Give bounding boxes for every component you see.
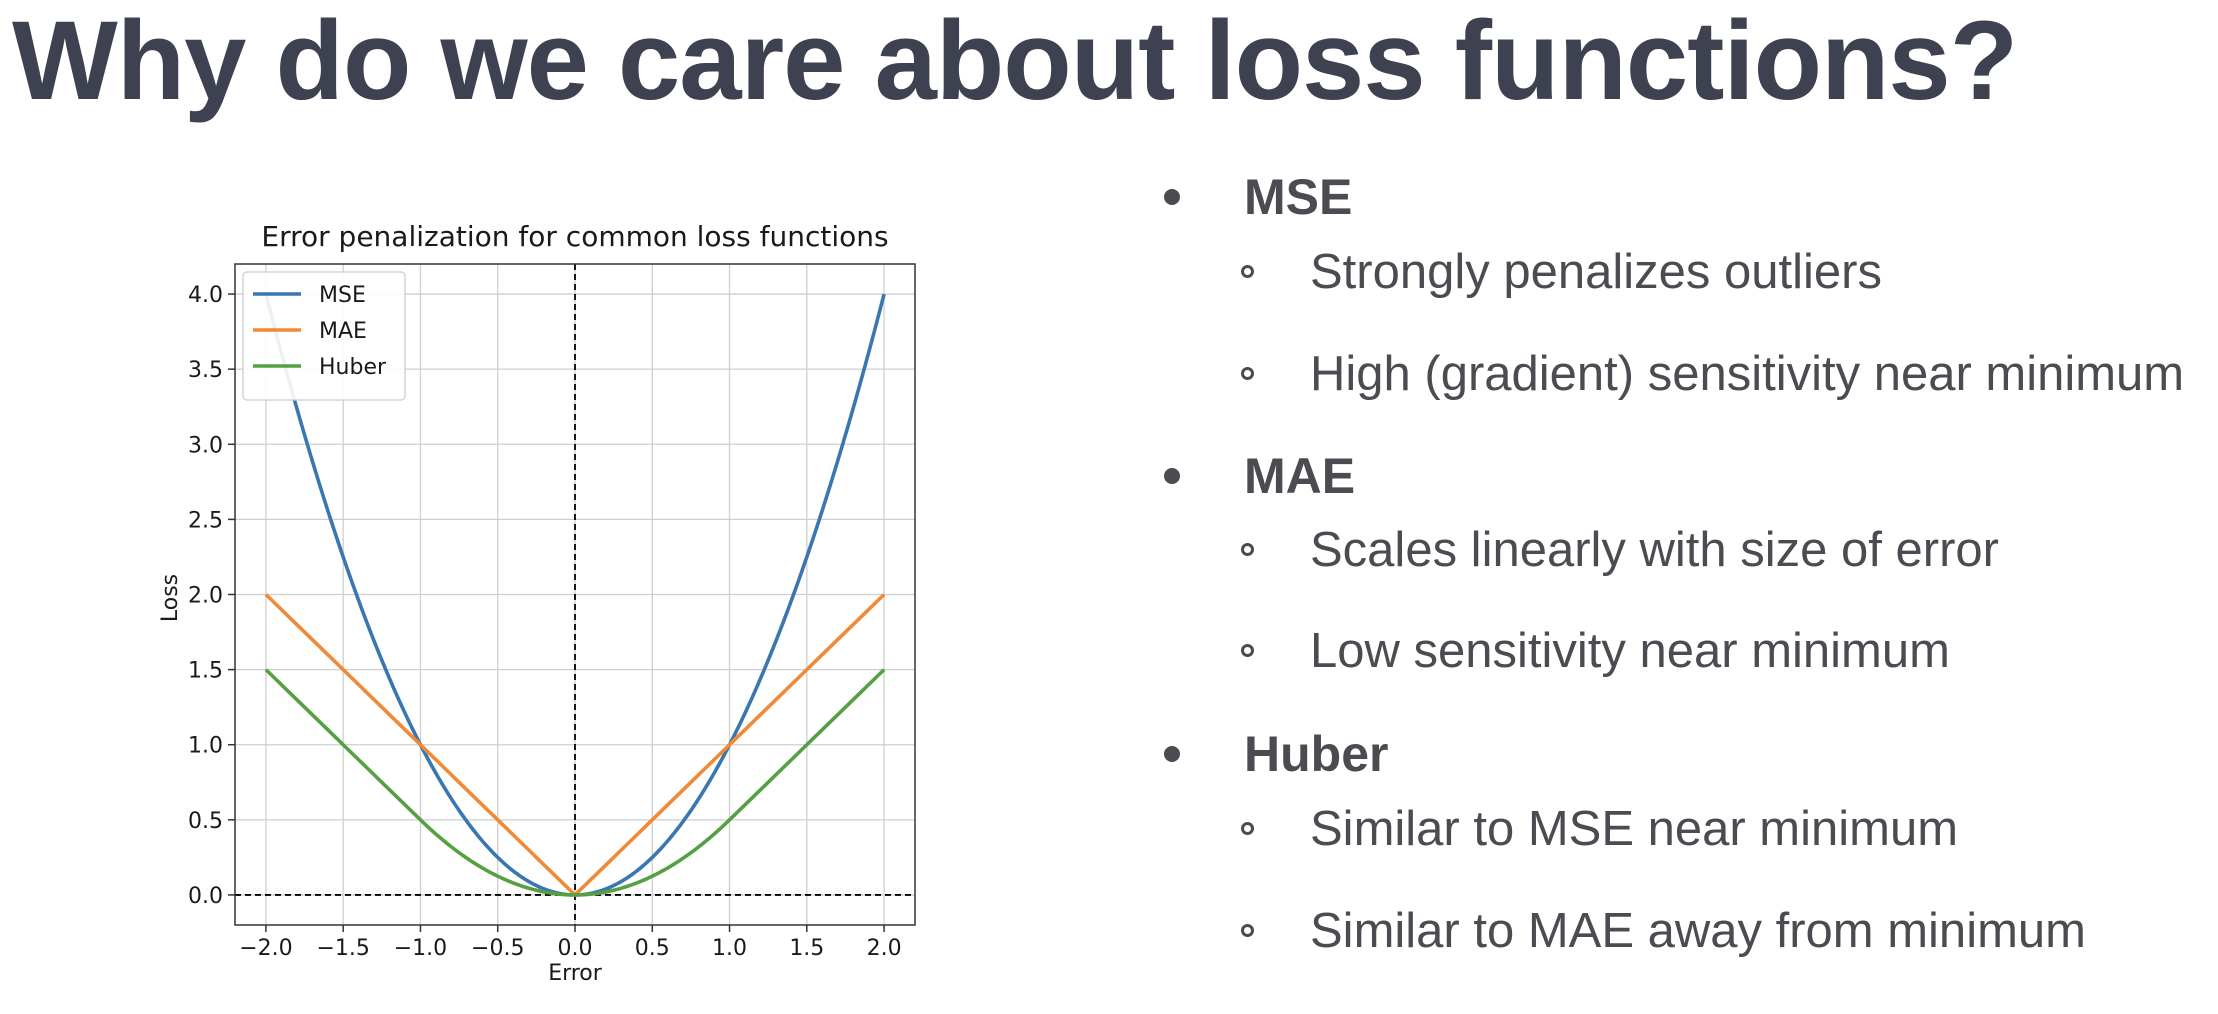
chart-title: Error penalization for common loss funct… [261, 220, 888, 253]
y-tick-label: 0.0 [188, 884, 223, 909]
bullet-mae-sub-2: Low sensitivity near minimum [1310, 624, 1950, 678]
bullet-mse-label: MSE [1244, 169, 1353, 225]
sub-bullet-ring [1241, 265, 1254, 278]
series-line-huber [264, 668, 886, 897]
x-tick-label: −0.5 [471, 936, 524, 961]
bullet-mse-sub-1: Strongly penalizes outliers [1310, 245, 1882, 299]
x-tick-label: −1.5 [316, 936, 369, 961]
y-tick-label: 4.0 [188, 283, 223, 308]
sub-bullet-ring [1241, 924, 1254, 937]
bullet-huber-sub-1: Similar to MSE near minimum [1310, 802, 1959, 856]
bullet-dot [1164, 189, 1180, 205]
sub-bullet-ring [1241, 367, 1254, 380]
sub-bullet-ring [1241, 822, 1254, 835]
x-tick-label: 0.5 [635, 936, 670, 961]
bullet-dot [1164, 746, 1180, 762]
x-tick-label: −1.0 [394, 936, 447, 961]
sub-bullet-ring [1241, 543, 1254, 556]
legend-box [242, 271, 406, 401]
chart-legend: MSE MAE Huber [242, 271, 406, 401]
y-tick-label: 3.0 [188, 433, 223, 458]
x-tick-label: 1.0 [712, 936, 747, 961]
x-tick-label: −2.0 [239, 936, 292, 961]
loss-chart: Error penalization for common loss funct… [158, 220, 916, 986]
x-tick-label: 1.5 [789, 936, 824, 961]
x-tick-label: 2.0 [867, 936, 902, 961]
y-tick-label: 1.0 [188, 734, 223, 759]
legend-label-mse: MSE [319, 283, 366, 308]
bullet-dot [1164, 468, 1180, 484]
y-tick-label: 0.5 [188, 809, 223, 834]
y-tick-label: 1.5 [188, 659, 223, 684]
y-axis-label: Loss [158, 574, 183, 622]
bullet-mse-sub-2: High (gradient) sensitivity near minimum [1310, 347, 2185, 401]
y-tick-label: 3.5 [188, 358, 223, 383]
plot-area: −2.0 −1.5 −1.0 −0.5 0.0 0.5 1.0 1.5 2.0 0.0 0.5 1.0… [188, 263, 916, 961]
x-axis-label: Error [548, 961, 603, 986]
y-tick-label: 2.0 [188, 584, 223, 609]
bullet-mae-label: MAE [1244, 448, 1356, 504]
y-tick-label: 2.5 [188, 508, 223, 533]
sub-bullet-ring [1241, 644, 1254, 657]
x-tick-label: 0.0 [558, 936, 593, 961]
bullet-huber-sub-2: Similar to MAE away from minimum [1310, 904, 2086, 958]
legend-label-mae: MAE [319, 319, 367, 344]
bullet-huber-label: Huber [1244, 726, 1389, 782]
legend-label-huber: Huber [319, 355, 387, 380]
bullet-mae-sub-1: Scales linearly with size of error [1310, 523, 1999, 577]
slide-title: Why do we care about loss functions? [12, 0, 2018, 123]
